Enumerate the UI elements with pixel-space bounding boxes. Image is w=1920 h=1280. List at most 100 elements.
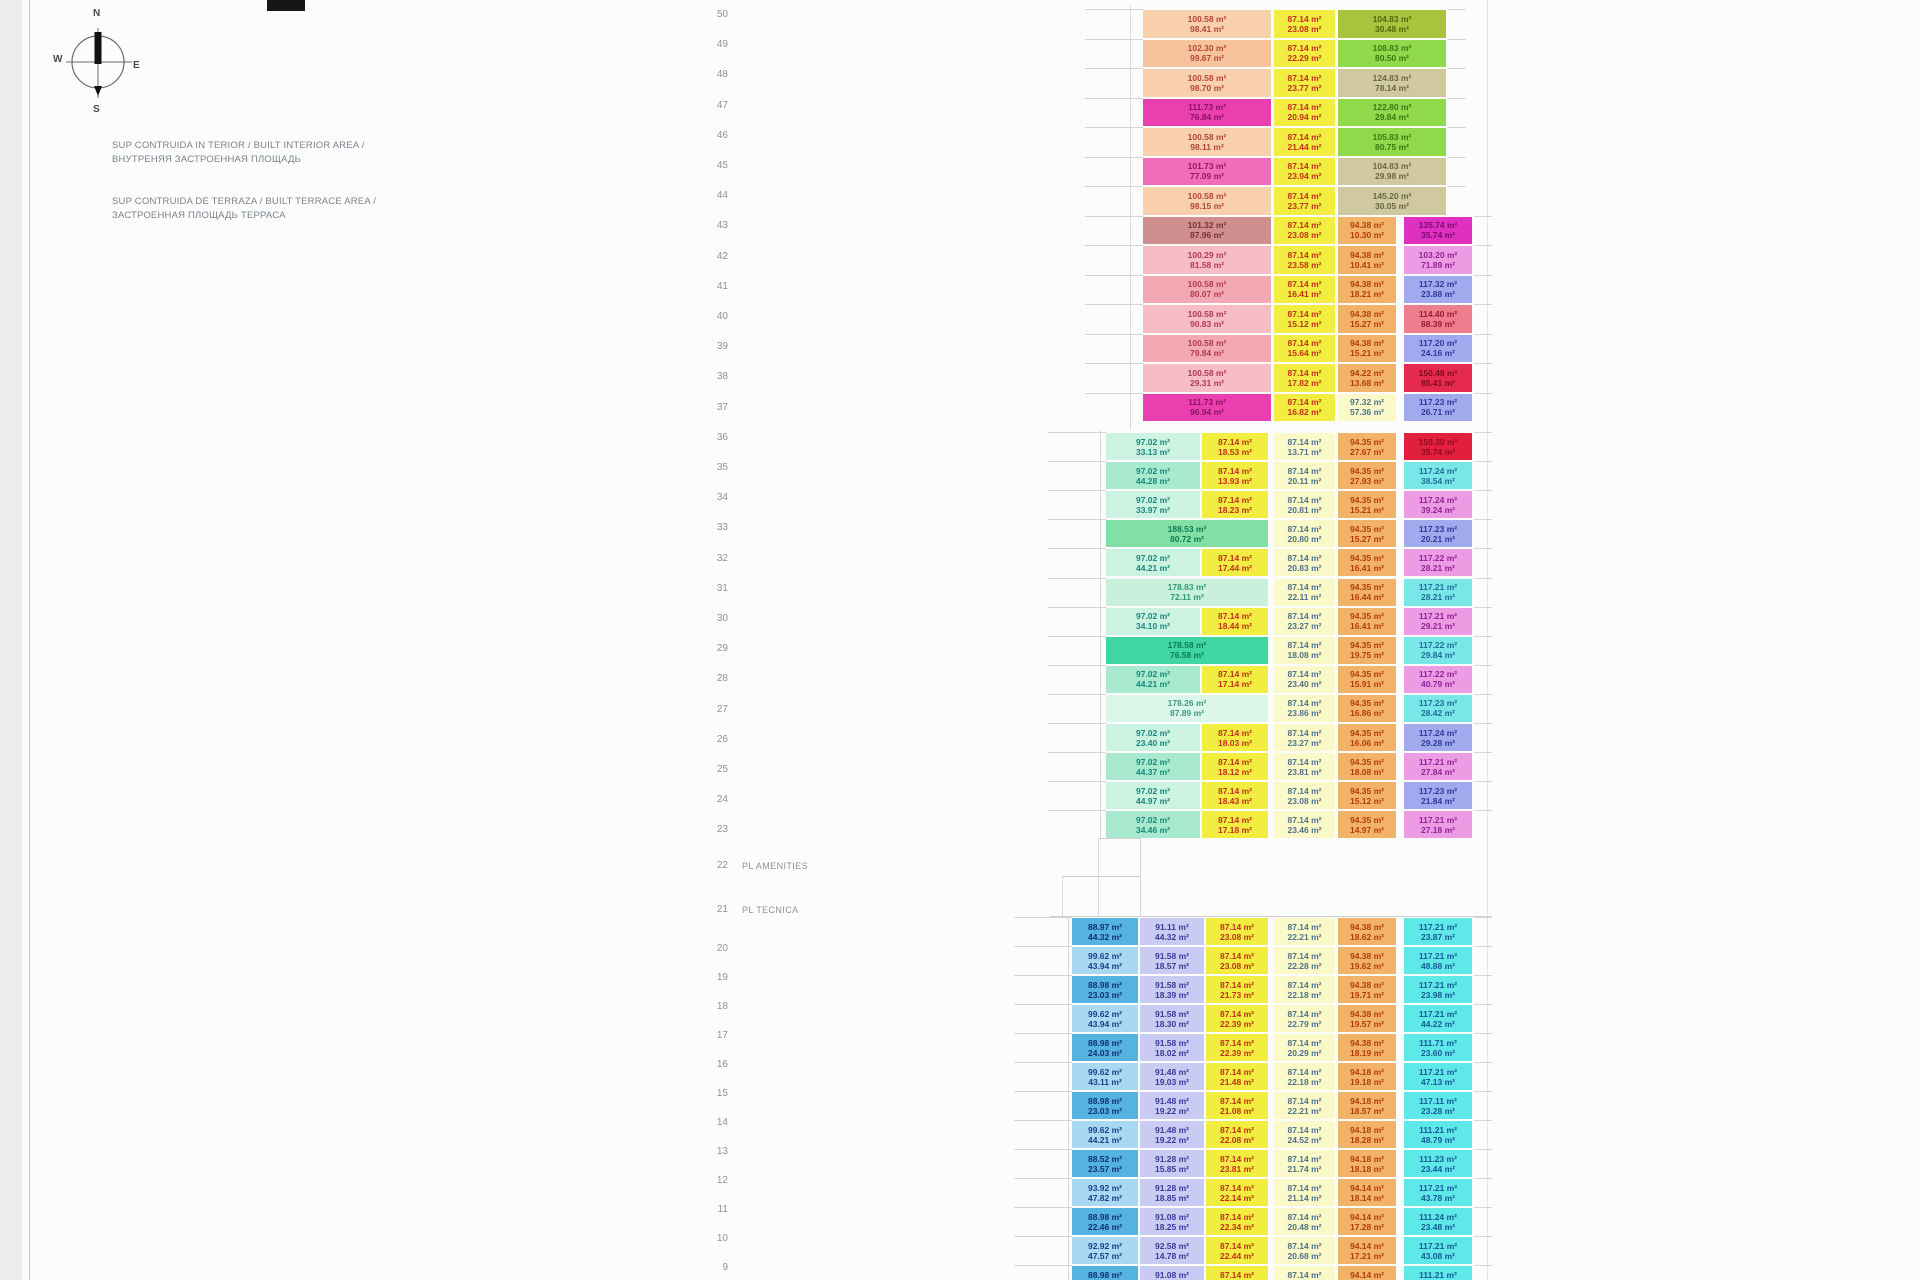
unit-terrace-area: 18.08 m² [1349,766,1385,777]
unit-terrace-area: 35.74 m² [1420,230,1456,241]
unit-cell: 87.14 m² 15.12 m² [1274,305,1335,333]
unit-interior-area: 88.98 m² [1087,1095,1123,1106]
unit-terrace-area: 10.41 m² [1349,259,1385,270]
floor-number: 12 [716,1175,728,1186]
unit-terrace-area: 18.57 m² [1349,1105,1385,1116]
unit-cell: 91.48 m² 19.22 m² [1140,1121,1204,1148]
unit-interior-area: 91.08 m² [1154,1269,1190,1280]
unit-interior-area: 94.38 m² [1349,279,1385,290]
unit-interior-area: 178.58 m² [1167,640,1207,651]
unit-interior-area: 94.35 m² [1349,611,1385,622]
dimension-tick [1474,1033,1492,1034]
unit-cell: 87.14 m² 23.77 m² [1274,69,1335,97]
dimension-tick [1048,519,1106,521]
dimension-tick [1085,68,1143,69]
unit-interior-area: 97.02 m² [1135,494,1171,505]
unit-terrace-area: 20.29 m² [1287,1047,1322,1058]
unit-interior-area: 100.58 m² [1187,338,1227,349]
unit-cell: 94.38 m² 19.62 m² [1338,947,1396,974]
unit-interior-area: 145.20 m² [1372,190,1412,201]
unit-terrace-area: 23.48 m² [1420,1221,1456,1232]
unit-terrace-area: 44.32 m² [1154,931,1190,942]
unit-interior-area: 94.38 m² [1349,921,1385,932]
unit-terrace-area: 14.78 m² [1154,1250,1190,1261]
unit-terrace-area: 18.08 m² [1287,650,1322,661]
unit-interior-area: 111.21 m² [1419,1269,1457,1280]
unit-cell: 97.02 m² 33.97 m² [1106,491,1200,519]
unit-cell: 135.74 m² 35.74 m² [1404,216,1472,244]
unit-interior-area: 87.14 m² [1287,727,1322,738]
unit-cell: 114.40 m² 88.39 m² [1404,305,1472,333]
unit-terrace-area: 87.96 m² [1189,230,1225,241]
construction-line [1068,916,1069,1280]
unit-terrace-area: 15.27 m² [1349,533,1385,544]
unit-terrace-area: 44.22 m² [1420,1018,1456,1029]
unit-cell: 117.24 m² 29.28 m² [1404,724,1472,751]
unit-cell: 117.11 m² 23.28 m² [1404,1092,1472,1119]
floor-number: 9 [722,1262,728,1273]
unit-interior-area: 87.14 m² [1287,279,1322,290]
unit-terrace-area: 43.08 m² [1420,1250,1456,1261]
unit-terrace-area: 24.16 m² [1420,348,1456,359]
floor-number: 48 [716,69,728,81]
unit-terrace-area: 44.21 m² [1087,1134,1123,1145]
dimension-tick [1014,975,1072,976]
unit-interior-area: 117.32 m² [1418,279,1458,290]
unit-cell: 87.14 m² 22.39 m² [1206,1005,1268,1032]
unit-cell: 100.58 m² 98.15 m² [1143,187,1271,215]
floor-number: 23 [716,824,728,836]
dimension-tick [1014,1062,1072,1063]
unit-terrace-area: 16.06 m² [1349,737,1385,748]
unit-interior-area: 114.40 m² [1418,308,1458,319]
unit-interior-area: 99.62 m² [1087,1124,1123,1135]
unit-cell: 87.14 m² 23.81 m² [1274,753,1335,781]
unit-terrace-area: 21.44 m² [1287,141,1322,152]
floor-number: 43 [716,220,728,232]
legend-interior: SUP CONTRUIDA IN TERIOR / BUILT INTERIOR… [112,139,365,166]
unit-cell: 104.83 m² 29.98 m² [1338,157,1446,185]
unit-cell: 117.21 m² 43.78 m² [1404,1179,1472,1206]
unit-interior-area: 188.53 m² [1167,523,1207,534]
unit-terrace-area: 19.18 m² [1349,1076,1385,1087]
floor-number: 33 [716,522,728,534]
dimension-tick [1085,186,1143,187]
legend-interior-line1: SUP CONTRUIDA IN TERIOR / BUILT INTERIOR… [112,140,365,151]
unit-cell: 87.14 m² 23.08 m² [1206,918,1268,945]
unit-terrace-area: 80.07 m² [1189,289,1225,300]
dimension-tick [1048,781,1106,783]
unit-terrace-area: 78.14 m² [1374,82,1410,93]
unit-terrace-area: 20.21 m² [1420,533,1456,544]
unit-cell: 87.14 m² 16.41 m² [1274,275,1335,303]
unit-cell: 117.22 m² 40.79 m² [1404,665,1472,693]
unit-cell: 104.83 m² 30.48 m² [1338,10,1446,38]
unit-interior-area: 87.14 m² [1287,1240,1322,1251]
unit-interior-area: 91.58 m² [1154,950,1190,961]
floor-label: PL TECNICA [742,905,799,915]
unit-terrace-area: 18.53 m² [1217,446,1253,457]
unit-cell: 91.48 m² 19.22 m² [1140,1092,1204,1119]
unit-interior-area: 97.02 m² [1135,669,1171,680]
dimension-tick [1448,9,1466,10]
unit-cell: 97.02 m² 44.28 m² [1106,462,1200,490]
unit-interior-area: 178.83 m² [1167,582,1207,592]
unit-terrace-area: 23.40 m² [1287,679,1322,690]
unit-cell: 87.14 m² 20.48 m² [1274,1208,1335,1235]
unit-interior-area: 87.14 m² [1287,1037,1322,1048]
dimension-tick [1474,304,1492,305]
unit-interior-area: 91.48 m² [1154,1124,1190,1135]
unit-cell: 87.14 m² 22.18 m² [1274,1063,1335,1090]
unit-interior-area: 117.23 m² [1418,397,1458,408]
unit-cell: 87.14 m² 18.12 m² [1202,753,1268,781]
legend-terrace: SUP CONTRUIDA DE TERRAZA / BUILT TERRACE… [112,195,376,222]
unit-interior-area: 87.14 m² [1287,1124,1322,1135]
unit-cell: 87.14 m² 21.08 m² [1206,1092,1268,1119]
unit-cell: 97.02 m² 44.37 m² [1106,753,1200,781]
unit-terrace-area: 16.44 m² [1349,592,1385,602]
unit-interior-area: 94.35 m² [1349,727,1385,738]
unit-cell: 94.38 m² 19.71 m² [1338,976,1396,1003]
unit-interior-area: 87.14 m² [1287,102,1322,113]
unit-interior-area: 87.14 m² [1287,43,1322,54]
dimension-tick [1474,215,1492,217]
